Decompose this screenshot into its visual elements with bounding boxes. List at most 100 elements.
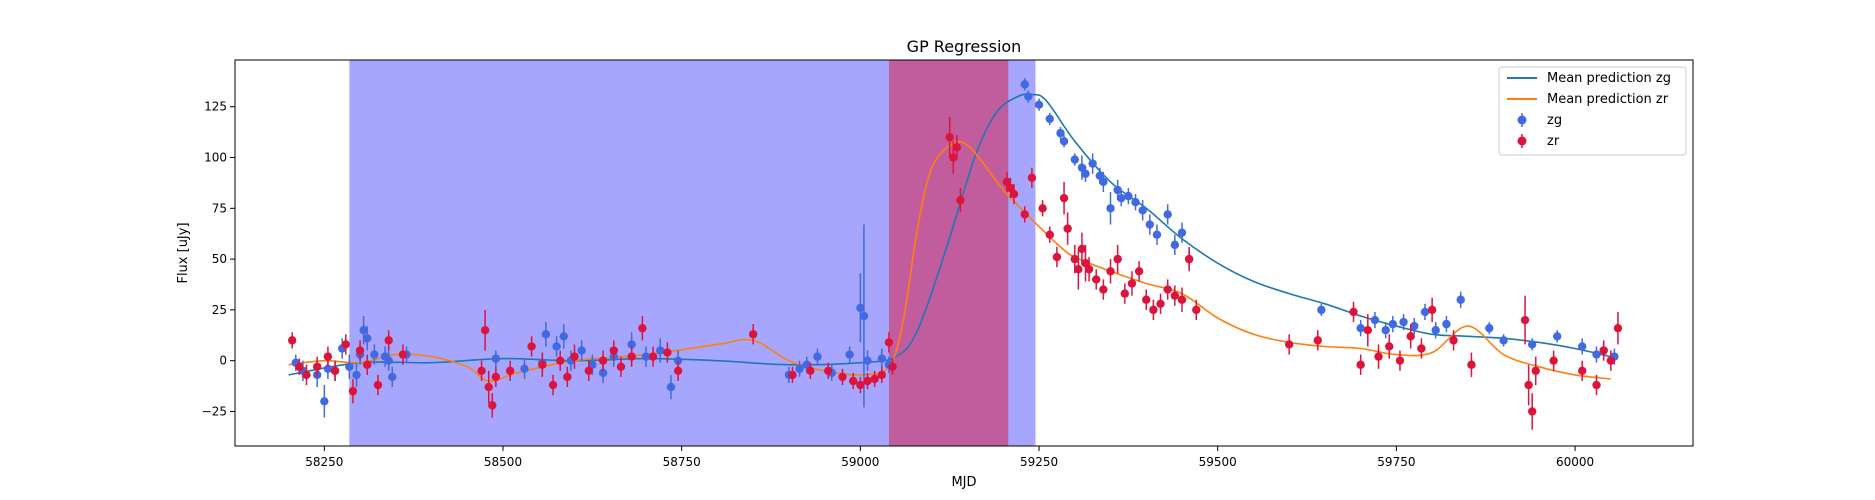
point-zr xyxy=(673,360,683,381)
point-zg xyxy=(345,354,354,379)
marker-zr xyxy=(638,323,647,333)
point-zr xyxy=(1531,356,1540,386)
marker-zr xyxy=(384,336,393,345)
legend-label-zr: zr xyxy=(1547,134,1560,149)
marker-zg xyxy=(1553,332,1562,341)
marker-zg xyxy=(1592,350,1601,359)
marker-zr xyxy=(1363,326,1373,335)
marker-zr xyxy=(1406,332,1415,341)
point-zr xyxy=(570,344,579,369)
marker-zg xyxy=(641,352,651,361)
point-zr xyxy=(538,352,547,377)
point-zg xyxy=(863,350,872,371)
marker-zg xyxy=(491,354,501,363)
marker-zr xyxy=(477,366,486,376)
marker-zr xyxy=(1520,315,1530,325)
marker-zr xyxy=(1027,173,1037,183)
point-zr xyxy=(323,346,333,367)
marker-zr xyxy=(1052,252,1062,262)
marker-zg xyxy=(1099,177,1108,187)
point-zr xyxy=(877,366,887,384)
point-zr xyxy=(1363,313,1373,347)
marker-zg xyxy=(1152,230,1162,239)
point-zr xyxy=(373,374,383,396)
marker-zg xyxy=(1056,128,1065,138)
marker-zg xyxy=(323,364,333,373)
point-zr xyxy=(1395,350,1405,371)
marker-zg xyxy=(1138,206,1147,215)
point-zr xyxy=(584,360,593,381)
point-zr xyxy=(1127,271,1137,296)
marker-zg xyxy=(1442,319,1451,329)
point-zg xyxy=(577,340,586,361)
point-zr xyxy=(1113,244,1122,274)
marker-zg xyxy=(1177,228,1187,237)
marker-zg xyxy=(384,356,393,365)
point-zg xyxy=(370,344,379,365)
point-zg xyxy=(1456,291,1465,308)
marker-zr xyxy=(1356,360,1365,369)
point-zg xyxy=(1485,322,1494,335)
marker-zr xyxy=(1070,254,1079,264)
marker-zg xyxy=(856,303,865,313)
point-zr xyxy=(480,309,490,351)
marker-zg xyxy=(673,356,683,365)
point-zg xyxy=(384,350,393,371)
marker-zg xyxy=(1020,80,1029,89)
marker-zr xyxy=(1134,267,1144,276)
marker-zr xyxy=(1599,346,1608,355)
point-zr xyxy=(884,332,894,353)
marker-zr xyxy=(1284,340,1294,349)
point-zr xyxy=(1156,293,1165,314)
point-zr xyxy=(330,360,340,381)
marker-zr xyxy=(648,352,658,361)
point-zr xyxy=(1045,226,1054,243)
point-zr xyxy=(1356,354,1365,375)
marker-zg xyxy=(552,342,561,351)
point-zg xyxy=(1399,313,1408,331)
marker-zg xyxy=(1499,336,1508,345)
point-zr xyxy=(1059,181,1069,215)
point-zr xyxy=(1084,257,1094,282)
marker-zr xyxy=(1113,254,1122,264)
point-zr xyxy=(1592,374,1601,396)
marker-zr xyxy=(1092,275,1101,284)
marker-zr xyxy=(1074,265,1083,274)
marker-zr xyxy=(956,195,965,205)
point-zr xyxy=(1134,261,1144,282)
marker-zr xyxy=(295,362,304,371)
marker-zg xyxy=(1399,317,1408,327)
marker-zr xyxy=(1531,366,1540,376)
point-zr xyxy=(788,366,797,384)
point-zr xyxy=(505,360,515,381)
point-zg xyxy=(1081,165,1090,182)
y-tick-label: 0 xyxy=(219,354,227,368)
point-zg xyxy=(1177,222,1187,243)
marker-zg xyxy=(370,350,379,359)
point-zr xyxy=(1038,200,1047,217)
marker-zr xyxy=(856,380,865,390)
marker-zr xyxy=(877,370,887,380)
x-axis-ticks: 58250 58500 58750 59000 59250 59500 59750 60000 xyxy=(305,446,1594,469)
point-zr xyxy=(616,356,626,377)
point-zr xyxy=(1449,330,1458,351)
shaded-regions xyxy=(349,60,1036,446)
point-zr xyxy=(1520,295,1530,345)
point-zr xyxy=(1284,334,1294,355)
x-tick-label: 59750 xyxy=(1377,455,1415,469)
point-zr xyxy=(824,362,833,379)
marker-zr xyxy=(398,350,408,359)
marker-zr xyxy=(1592,380,1601,390)
point-zg xyxy=(656,338,665,363)
point-zg xyxy=(363,326,372,351)
point-zr xyxy=(952,135,962,160)
point-zg xyxy=(1099,171,1108,193)
marker-zr xyxy=(748,330,758,339)
marker-zr xyxy=(484,382,493,392)
marker-zg xyxy=(813,352,822,361)
point-zr xyxy=(384,330,393,351)
point-zr xyxy=(1092,269,1101,290)
marker-zg xyxy=(1145,220,1155,229)
marker-zr xyxy=(1063,224,1072,233)
marker-zg xyxy=(520,364,529,373)
